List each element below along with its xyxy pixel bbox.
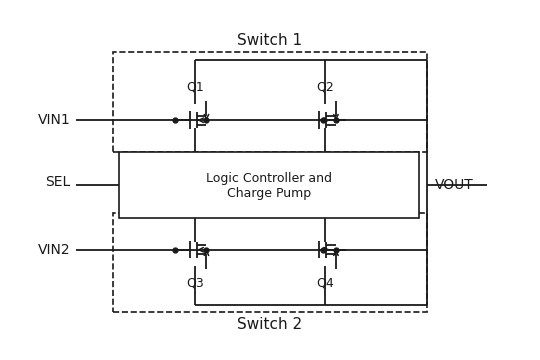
Text: Q1: Q1 xyxy=(186,80,204,93)
Text: VOUT: VOUT xyxy=(435,178,474,192)
Text: VIN2: VIN2 xyxy=(38,243,71,257)
Text: Logic Controller and: Logic Controller and xyxy=(206,171,332,185)
Text: Charge Pump: Charge Pump xyxy=(227,188,311,201)
Text: Q4: Q4 xyxy=(316,277,334,290)
Text: Switch 1: Switch 1 xyxy=(238,32,302,48)
Text: Switch 2: Switch 2 xyxy=(238,318,302,333)
Bar xyxy=(113,53,427,152)
Text: VIN1: VIN1 xyxy=(38,113,71,127)
Bar xyxy=(119,152,420,218)
Text: Q3: Q3 xyxy=(186,277,204,290)
Text: Q2: Q2 xyxy=(316,80,334,93)
Bar xyxy=(113,213,427,312)
Text: SEL: SEL xyxy=(45,175,71,189)
